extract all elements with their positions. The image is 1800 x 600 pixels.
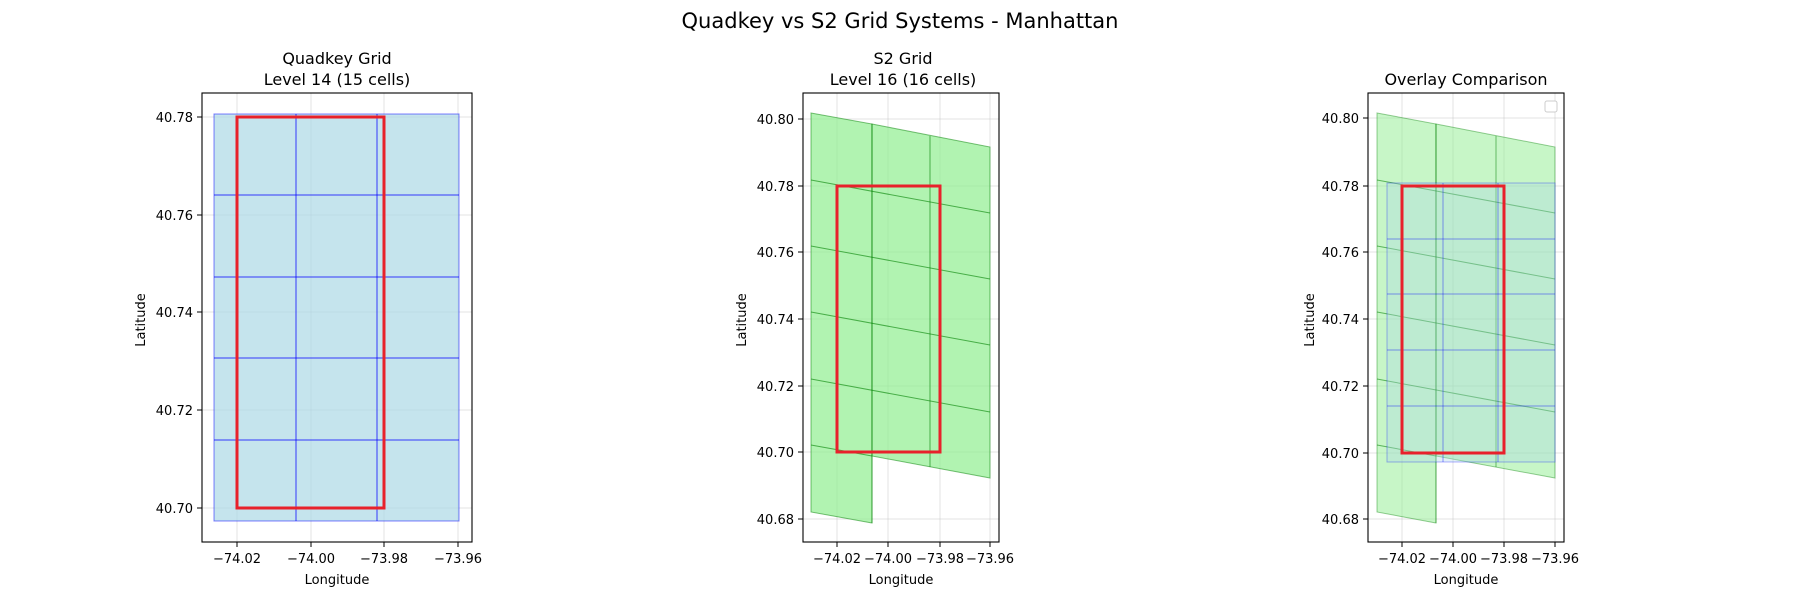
y-tick-label: 40.70 xyxy=(156,502,193,517)
y-tick-label: 40.74 xyxy=(1322,313,1359,328)
bounding-box xyxy=(835,184,942,454)
bounding-box xyxy=(1400,184,1506,455)
quadkey-cells-overlay xyxy=(1386,182,1556,463)
y-tick-label: 40.80 xyxy=(1322,112,1359,127)
x-axis: −74.02 −74.00 −73.98 −73.96 Longitude xyxy=(813,542,1014,588)
panel-quadkey: Quadkey Grid Level 14 (15 cells) xyxy=(134,49,482,588)
y-tick-label: 40.78 xyxy=(757,180,794,195)
y-axis-label: Latitude xyxy=(1303,293,1318,347)
y-tick-label: 40.70 xyxy=(1322,447,1359,462)
y-tick-label: 40.70 xyxy=(757,446,794,461)
x-tick-label: −74.02 xyxy=(1378,552,1426,567)
x-tick-label: −74.00 xyxy=(864,552,912,567)
legend-box xyxy=(1544,100,1558,113)
x-axis-label: Longitude xyxy=(305,573,370,588)
x-axis-label: Longitude xyxy=(869,573,934,588)
y-tick-label: 40.74 xyxy=(156,306,193,321)
panel-s2: S2 Grid Level 16 (16 cells) xyxy=(735,49,1014,588)
y-tick-label: 40.68 xyxy=(1322,513,1359,528)
y-axis: 40.68 40.70 40.72 40.74 40.76 40.78 40.8… xyxy=(735,113,803,528)
panel-title: Overlay Comparison xyxy=(1384,70,1547,89)
y-tick-label: 40.68 xyxy=(757,513,794,528)
x-axis-label: Longitude xyxy=(1434,573,1499,588)
x-tick-label: −74.00 xyxy=(287,552,335,567)
bounding-box xyxy=(235,115,386,510)
x-tick-label: −73.98 xyxy=(1480,552,1528,567)
x-tick-label: −74.02 xyxy=(813,552,861,567)
y-tick-label: 40.72 xyxy=(1322,380,1359,395)
x-tick-label: −74.02 xyxy=(213,552,261,567)
y-axis: 40.70 40.72 40.74 40.76 40.78 Latitude xyxy=(134,111,202,517)
panel-overlay: Overlay Comparison xyxy=(1303,70,1579,588)
y-axis-label: Latitude xyxy=(735,293,750,347)
y-tick-label: 40.76 xyxy=(757,246,794,261)
y-tick-label: 40.80 xyxy=(757,113,794,128)
y-axis-label: Latitude xyxy=(134,293,149,347)
x-tick-label: −73.98 xyxy=(916,552,964,567)
quadkey-cells xyxy=(213,113,460,522)
y-axis: 40.68 40.70 40.72 40.74 40.76 40.78 40.8… xyxy=(1303,112,1368,528)
y-tick-label: 40.78 xyxy=(156,111,193,126)
x-tick-label: −73.96 xyxy=(1531,552,1579,567)
figure-title: Quadkey vs S2 Grid Systems - Manhattan xyxy=(682,9,1119,33)
panel-title-line1: S2 Grid xyxy=(874,49,933,68)
y-tick-label: 40.72 xyxy=(757,380,794,395)
panel-title-line2: Level 16 (16 cells) xyxy=(830,70,977,89)
y-tick-label: 40.76 xyxy=(1322,246,1359,261)
x-tick-label: −73.96 xyxy=(434,552,482,567)
y-tick-label: 40.72 xyxy=(156,404,193,419)
s2-cells xyxy=(810,112,991,524)
x-tick-label: −73.96 xyxy=(966,552,1014,567)
x-axis: −74.02 −74.00 −73.98 −73.96 Longitude xyxy=(213,542,482,588)
x-tick-label: −74.00 xyxy=(1429,552,1477,567)
y-tick-label: 40.78 xyxy=(1322,180,1359,195)
panel-title-line2: Level 14 (15 cells) xyxy=(264,70,411,89)
x-tick-label: −73.98 xyxy=(360,552,408,567)
panel-title-line1: Quadkey Grid xyxy=(282,49,391,68)
y-tick-label: 40.76 xyxy=(156,209,193,224)
x-axis: −74.02 −74.00 −73.98 −73.96 Longitude xyxy=(1378,542,1579,588)
y-tick-label: 40.74 xyxy=(757,313,794,328)
s2-cells-overlay xyxy=(1376,112,1556,524)
